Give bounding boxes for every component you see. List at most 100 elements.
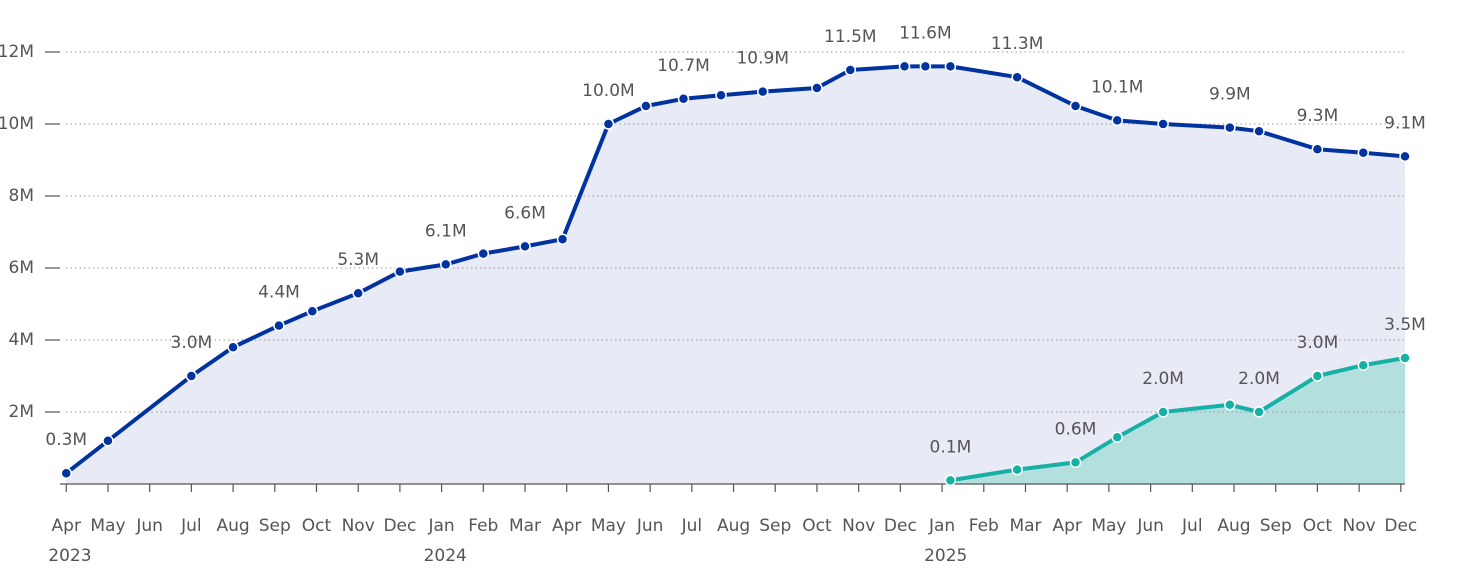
point xyxy=(844,64,857,76)
point xyxy=(1011,463,1023,476)
data-label: 4.4M xyxy=(258,283,300,303)
point xyxy=(394,265,406,278)
point xyxy=(1399,150,1411,163)
x-tick-label: Aug xyxy=(717,516,750,536)
point xyxy=(756,85,769,98)
x-tick-label: Oct xyxy=(1303,516,1333,536)
x-tick-label: Mar xyxy=(1009,516,1041,536)
point xyxy=(1069,100,1082,112)
data-label: 10.9M xyxy=(736,49,789,69)
x-tick-label: Apr xyxy=(52,516,81,536)
y-tick-label: 6M xyxy=(9,258,34,278)
point xyxy=(273,319,285,332)
point xyxy=(898,60,911,73)
x-tick-label: May xyxy=(1091,516,1126,536)
x-tick-label: Jan xyxy=(427,516,454,536)
x-tick-label: Dec xyxy=(383,516,416,536)
point xyxy=(1224,399,1236,411)
data-label: 5.3M xyxy=(337,250,379,270)
x-tick-label: Jan xyxy=(928,516,955,536)
x-tick-label: Nov xyxy=(342,516,375,536)
x-tick-label: Sep xyxy=(759,516,791,536)
point xyxy=(306,305,319,317)
point xyxy=(919,60,932,73)
data-label: 2.0M xyxy=(1142,369,1184,389)
x-tick-label: Jul xyxy=(681,516,703,536)
point xyxy=(60,467,73,479)
point xyxy=(519,240,531,253)
point xyxy=(1111,431,1123,443)
x-tick-label: Jun xyxy=(1136,516,1164,536)
x-tick-label: Jun xyxy=(636,516,664,536)
data-label: 6.6M xyxy=(504,203,546,223)
point xyxy=(185,370,198,382)
year-label: 2024 xyxy=(424,546,467,566)
point xyxy=(1357,147,1370,159)
point xyxy=(556,233,569,245)
x-tick-label: Feb xyxy=(969,516,999,536)
x-tick-label: Dec xyxy=(884,516,917,536)
point xyxy=(1157,406,1169,418)
point xyxy=(1357,359,1370,371)
point xyxy=(602,118,615,130)
point xyxy=(1157,118,1169,130)
x-tick-label: Jul xyxy=(1181,516,1203,536)
point xyxy=(715,89,727,101)
point xyxy=(1111,114,1123,127)
point xyxy=(1311,143,1324,155)
data-label: 10.0M xyxy=(582,81,635,101)
y-tick-label: 2M xyxy=(9,402,34,422)
point xyxy=(677,93,690,105)
point xyxy=(227,341,239,353)
x-tick-label: Dec xyxy=(1384,516,1417,536)
data-label: 9.9M xyxy=(1209,85,1251,105)
x-tick-label: Nov xyxy=(842,516,875,536)
data-label: 11.3M xyxy=(991,34,1044,54)
point xyxy=(640,100,652,112)
point xyxy=(1399,352,1411,364)
point xyxy=(1011,71,1023,83)
x-tick-label: Aug xyxy=(1217,516,1250,536)
point xyxy=(1253,406,1265,418)
data-label: 0.3M xyxy=(45,430,87,450)
x-tick-label: May xyxy=(591,516,626,536)
point xyxy=(1253,125,1265,137)
x-tick-label: Jun xyxy=(135,516,163,536)
area xyxy=(66,66,1405,485)
point xyxy=(1224,121,1236,134)
point xyxy=(477,247,490,260)
x-tick-label: Apr xyxy=(552,516,581,536)
point xyxy=(1069,456,1082,469)
x-tick-label: Feb xyxy=(468,516,498,536)
y-tick-label: 4M xyxy=(9,330,34,350)
x-tick-label: Nov xyxy=(1343,516,1376,536)
year-label: 2023 xyxy=(48,546,91,566)
area xyxy=(950,358,1405,484)
point xyxy=(440,258,452,271)
x-tick-label: May xyxy=(90,516,125,536)
data-label: 3.5M xyxy=(1384,315,1426,335)
data-label: 2.0M xyxy=(1238,369,1280,389)
point xyxy=(1311,370,1324,382)
year-label: 2025 xyxy=(924,546,967,566)
point xyxy=(944,60,957,73)
x-tick-label: Aug xyxy=(216,516,249,536)
data-label: 11.5M xyxy=(824,27,877,47)
data-label: 3.0M xyxy=(1297,333,1339,353)
x-tick-label: Oct xyxy=(302,516,332,536)
x-tick-label: Jul xyxy=(180,516,202,536)
point xyxy=(944,474,957,487)
data-label: 9.1M xyxy=(1384,113,1426,133)
data-label: 10.7M xyxy=(657,56,710,76)
data-label: 0.1M xyxy=(930,437,972,457)
data-label: 11.6M xyxy=(899,23,952,43)
x-tick-label: Sep xyxy=(259,516,291,536)
x-tick-label: Oct xyxy=(802,516,832,536)
point xyxy=(352,287,364,299)
x-tick-label: Sep xyxy=(1260,516,1292,536)
point xyxy=(811,82,823,94)
data-label: 10.1M xyxy=(1091,77,1144,97)
y-tick-label: 8M xyxy=(9,186,34,206)
